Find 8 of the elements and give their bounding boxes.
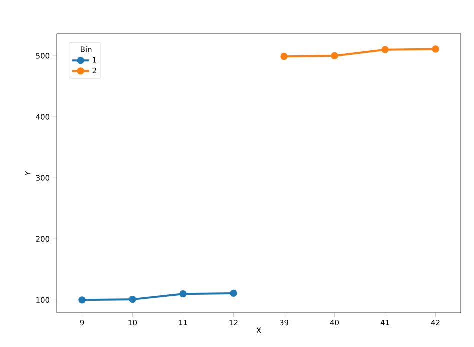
point xyxy=(180,290,187,298)
point xyxy=(280,52,288,60)
point xyxy=(331,52,338,60)
point xyxy=(382,46,389,54)
point xyxy=(129,296,136,304)
point xyxy=(78,296,86,304)
point xyxy=(230,290,238,298)
point xyxy=(432,46,440,53)
